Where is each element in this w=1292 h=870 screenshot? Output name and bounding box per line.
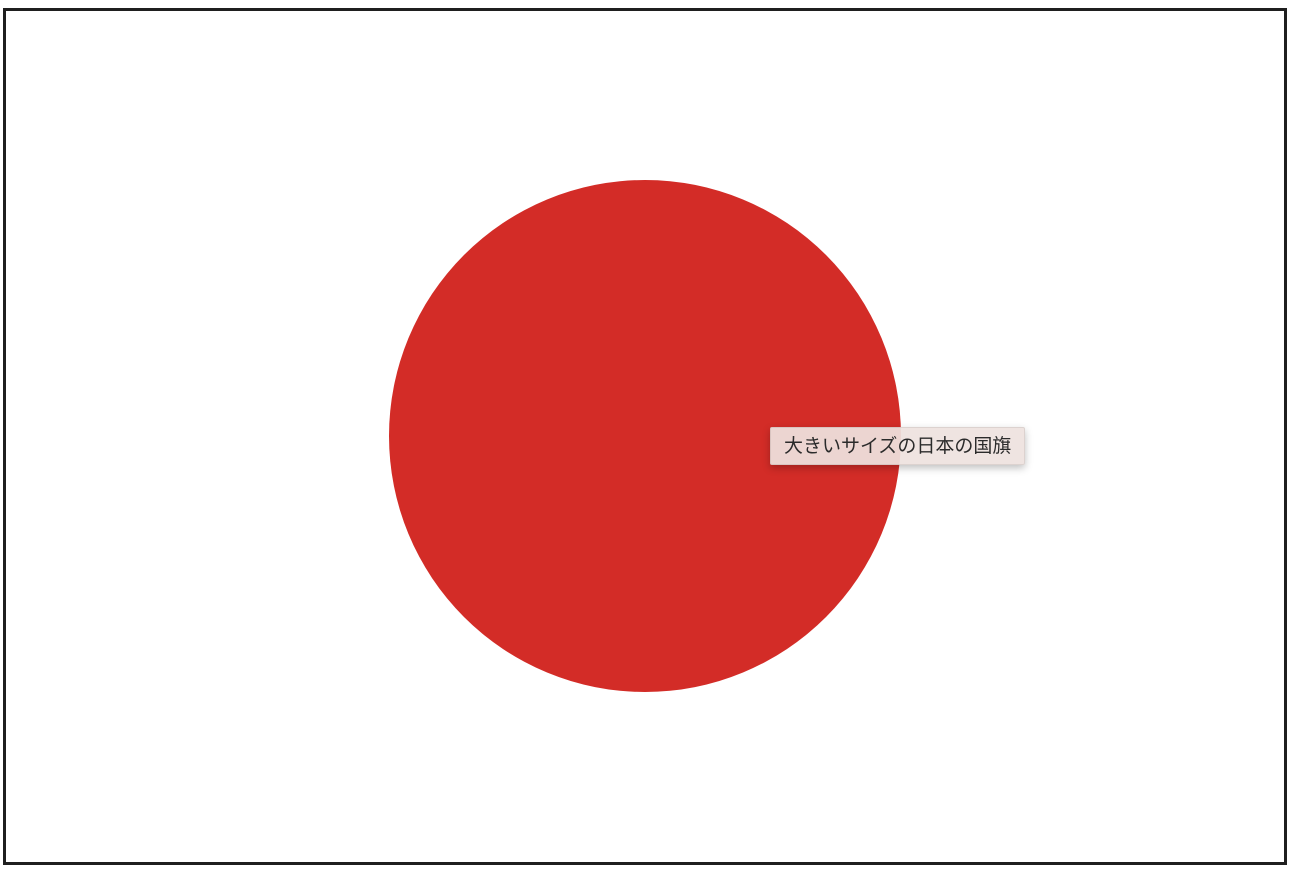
flag-image[interactable]	[3, 8, 1287, 865]
flag-red-disc	[389, 180, 901, 692]
japan-flag-icon	[6, 11, 1284, 862]
image-tooltip: 大きいサイズの日本の国旗	[770, 427, 1026, 465]
